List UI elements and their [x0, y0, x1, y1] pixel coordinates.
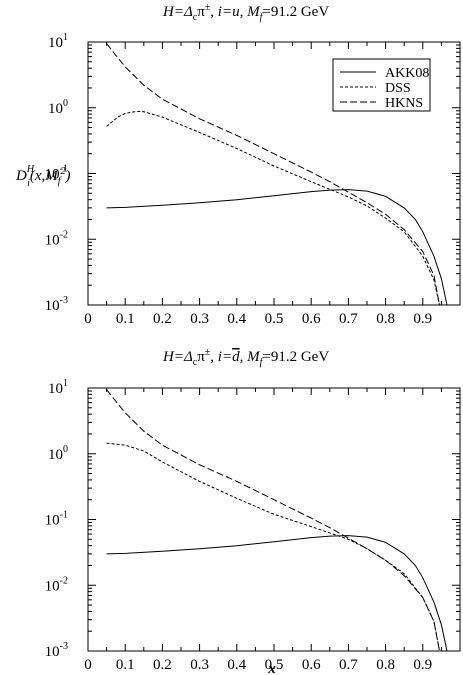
x-tick-label: 0.5: [265, 311, 284, 327]
x-tick-label: 0.8: [376, 311, 395, 327]
chart-panel-top: 0 0.1 0.2 0.3 0.4 0.5 0.6 0.7 0.8 0.9 10-3 10-2 10-1…: [45, 32, 461, 327]
series-line-dss-top: [106, 110, 440, 306]
x-tick-label: 0.3: [190, 311, 209, 327]
x-tick-label: 0.6: [302, 657, 321, 673]
series-line-hkns-bottom: [106, 389, 440, 652]
y-tick-label: 10-1: [45, 510, 68, 529]
x-tick-label: 0.9: [413, 311, 432, 327]
chart-title-bottom: H=Δcπ±, i=d, Mf=91.2 GeV: [162, 347, 329, 368]
series-line-dss-bottom: [106, 442, 440, 652]
y-axis-label: DH i(x,Mf2): [15, 164, 71, 189]
legend: AKK08 DSS HKNS: [332, 58, 431, 112]
chart-panel-bottom: 0 0.1 0.2 0.3 0.4 0.5 0.6 0.7 0.8 0.9 10-3 10-2 10-1…: [45, 378, 461, 673]
legend-label-hkns: HKNS: [385, 96, 423, 111]
y-tick-label: 101: [48, 32, 68, 51]
y-tick-label: 10-2: [45, 229, 68, 248]
y-tick-label: 10-3: [45, 295, 68, 314]
x-tick-label: 0.1: [116, 311, 135, 327]
x-tick-label: 0: [84, 311, 92, 327]
x-tick-label: 0.6: [302, 311, 321, 327]
x-tick-label: 0.2: [153, 311, 172, 327]
chart-title-top: H=Δcπ±, i=u, Mf=91.2 GeV: [162, 2, 329, 23]
legend-label-akk08: AKK08: [385, 66, 429, 81]
legend-label-dss: DSS: [385, 81, 411, 96]
x-tick-label: 0: [84, 657, 92, 673]
plot-frame-bottom: [87, 387, 461, 652]
x-tick-label: 0.3: [190, 657, 209, 673]
x-axis-label: x: [267, 661, 276, 675]
series-line-akk08-bottom: [106, 535, 448, 652]
x-tick-label: 0.4: [227, 311, 246, 327]
x-tick-label: 0.5: [265, 657, 284, 673]
x-tick-label: 0.4: [227, 657, 246, 673]
x-tick-label: 0.9: [413, 657, 432, 673]
x-tick-label: 0.1: [116, 657, 135, 673]
x-tick-label: 0.2: [153, 657, 172, 673]
y-tick-label: 10-1: [45, 164, 68, 183]
y-tick-label: 100: [48, 444, 68, 463]
x-tick-label: 0.7: [339, 657, 358, 673]
y-tick-label: 10-2: [45, 575, 68, 594]
series-line-hkns-top: [106, 43, 440, 306]
series-line-akk08-top: [106, 189, 448, 306]
x-tick-label: 0.7: [339, 311, 358, 327]
x-tick-label: 0.8: [376, 657, 395, 673]
legend-box: [332, 58, 431, 112]
y-tick-label: 101: [48, 378, 68, 397]
y-tick-label: 100: [48, 98, 68, 117]
y-tick-label: 10-3: [45, 641, 68, 660]
